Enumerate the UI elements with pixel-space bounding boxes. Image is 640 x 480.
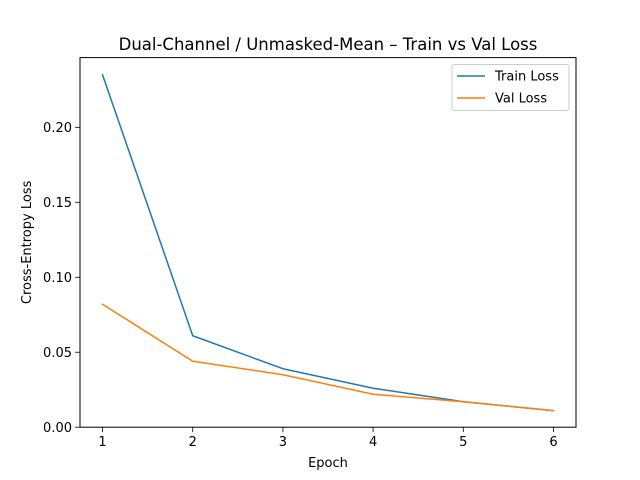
legend: Train Loss Val Loss (451, 64, 570, 111)
y-tick-label: 0.15 (43, 196, 72, 211)
x-tick-label: 3 (279, 435, 287, 450)
y-tick-label: 0.10 (43, 271, 72, 286)
x-axis-title: Epoch (308, 456, 348, 471)
legend-label-train-loss: Train Loss (494, 70, 559, 85)
y-axis-title: Cross-Entropy Loss (20, 180, 35, 304)
series-layer (101, 73, 555, 412)
x-tick-label: 1 (98, 435, 106, 450)
chart-title: Dual-Channel / Unmasked-Mean – Train vs … (119, 35, 538, 54)
series-line-val-loss (101, 303, 555, 412)
x-tick-label: 4 (369, 435, 377, 450)
x-tick-label: 2 (189, 435, 197, 450)
y-tick-label: 0.05 (43, 346, 72, 361)
y-tick-label: 0.20 (43, 121, 72, 136)
plot-frame (79, 57, 577, 428)
x-tick-label: 5 (459, 435, 467, 450)
y-tick-label: 0.00 (43, 421, 72, 436)
x-axis: 1 2 3 4 5 6 (98, 427, 558, 450)
legend-label-val-loss: Val Loss (495, 92, 547, 107)
y-axis: 0.00 0.05 0.10 0.15 0.20 (43, 121, 80, 436)
x-tick-label: 6 (549, 435, 557, 450)
